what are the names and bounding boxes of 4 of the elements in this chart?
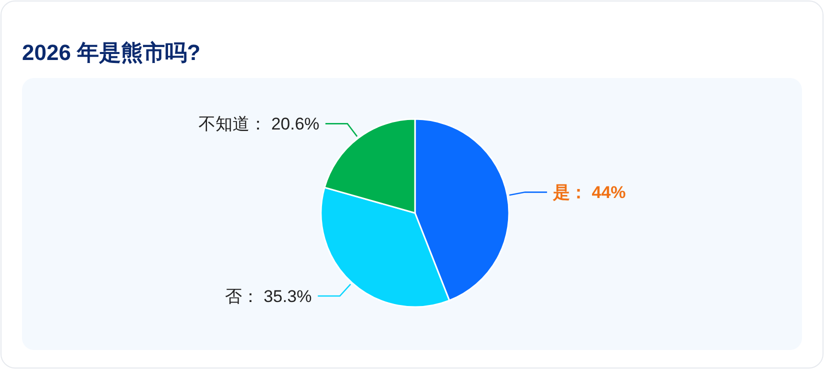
slice-label: 否： 35.3% (224, 287, 312, 306)
slice-label: 不知道： 20.6% (198, 114, 320, 134)
chart-title: 2026 年是熊市吗? (22, 40, 200, 65)
slice-label: 是： 44% (552, 183, 626, 202)
